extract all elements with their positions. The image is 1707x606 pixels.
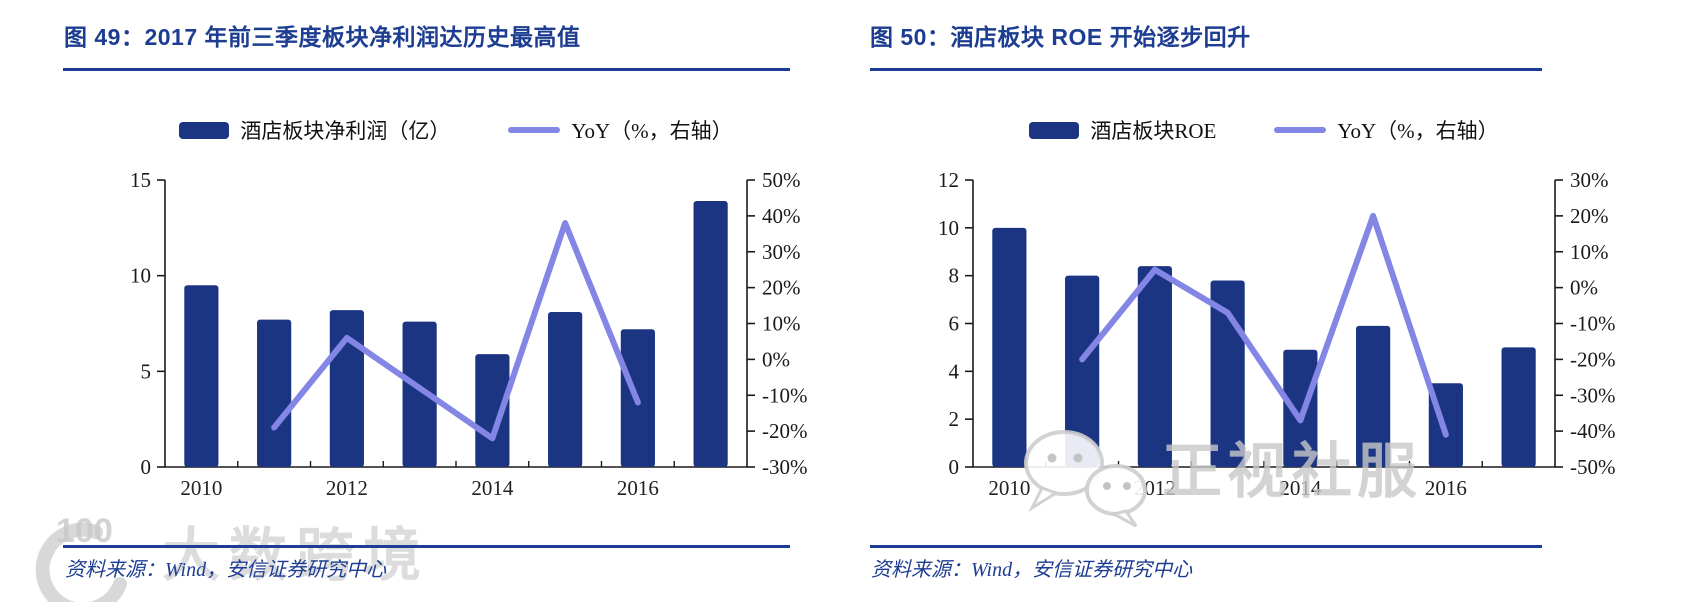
legend-item-line-series: YoY（%，右轴） [1274,115,1499,145]
axis-tick-label: 12 [938,168,959,192]
bar-series-swatch-icon [1029,121,1080,139]
axis-tick-label: 10 [938,216,959,240]
watermark-text: 大数跨境 [162,523,431,588]
figure-49-source-rule [63,545,790,548]
watermark-bottom-left: 100 大数跨境 [0,510,430,602]
axis-tick-label: 2014 [1279,476,1322,500]
figure-49-legend: 酒店板块净利润（亿） YoY（%，右轴） [165,115,747,145]
bar-2014 [475,354,510,467]
legend-item-bar-series: 酒店板块ROE [1029,115,1216,145]
watermark-100-logo-icon: 100 [35,512,127,602]
figure-50-legend: 酒店板块ROE YoY（%，右轴） [973,115,1555,145]
axis-tick-label: 15 [130,168,151,192]
axis-tick-label: -40% [1570,419,1616,443]
yoy-line [1079,212,1449,438]
bar-2012 [1137,266,1172,467]
axis-tick-label: 0% [762,347,790,371]
bar-2015 [548,312,583,467]
axis-tick-label: -20% [762,419,808,443]
figure-49-source: 资料来源：Wind，安信证券研究中心 [65,559,387,581]
bar-2012 [329,310,364,467]
axis-tick-label: 2010 [180,476,222,500]
bar-2017 [693,201,728,467]
axis-tick-label: 2014 [471,476,514,500]
line-series-swatch-icon [1274,127,1327,133]
axis-tick-label: -30% [762,455,808,479]
bar-2013 [402,321,437,467]
figure-49-title-rule [63,68,790,71]
figure-50-source: 资料来源：Wind，安信证券研究中心 [871,559,1193,581]
axis-tick-label: 30% [1570,168,1609,192]
figure-50-chart: 酒店板块ROE YoY（%，右轴） 0 2 4 6 8 10 12 -50% -40% -30% -… [905,95,1695,507]
bar-2015 [1356,325,1391,467]
legend-item-bar-series: 酒店板块净利润（亿） [179,115,450,145]
figure-50-title: 图 50：酒店板块 ROE 开始逐步回升 [870,24,1251,50]
axis-tick-label: 2 [949,407,960,431]
figure-49-canvas: 0 5 10 15 -30% -20% -10% 0% 10% 20% 30% 40% 50% 2010 2… [97,95,887,512]
legend-label: 酒店板块净利润（亿） [240,119,451,143]
bar-2014 [1283,349,1318,467]
bar-2010 [992,227,1027,467]
axis-tick-label: 5 [141,359,152,383]
legend-label: YoY（%，右轴） [571,119,733,143]
axis-tick-label: 0 [141,455,152,479]
axis-tick-label: 20% [762,276,801,300]
figure-49-title: 图 49：2017 年前三季度板块净利润达历史最高值 [64,24,581,50]
axis-tick-label: 0% [1570,276,1598,300]
axis-tick-label: 6 [949,312,960,336]
axis-tick-label: 50% [762,168,801,192]
axis-tick-label: 2012 [326,476,368,500]
legend-item-line-series: YoY（%，右轴） [508,115,733,145]
figure-50-section: 图 50：酒店板块 ROE 开始逐步回升 酒店板块ROE YoY（%，右轴） 0… [868,12,1616,606]
svg-text:100: 100 [56,512,113,550]
figure-50-title-rule [870,68,1542,71]
bar-series-swatch-icon [179,121,230,139]
axis-tick-label: 10% [1570,240,1609,264]
axis-tick-label: -50% [1570,455,1616,479]
axis-tick-label: -30% [1570,383,1616,407]
legend-label: 酒店板块ROE [1090,119,1217,143]
figure-49-plot: 0 5 10 15 -30% -20% -10% 0% 10% 20% 30% 40% 50% 2010 2… [130,168,808,500]
axis-tick-label: 8 [949,264,960,288]
bar-2011 [1065,275,1100,467]
axis-tick-label: -10% [762,383,808,407]
figure-50-canvas: 0 2 4 6 8 10 12 -50% -40% -30% -20% -10% 0% 10% 20% 30%… [905,95,1695,512]
axis-tick-label: 10% [762,312,801,336]
axis-tick-label: 2016 [1425,476,1467,500]
watermark-text: 正视社服 [1162,438,1422,505]
watermark-bottom-right: 正视社服 [1022,428,1422,528]
yoy-line [271,220,641,442]
axis-tick-label: -10% [1570,312,1616,336]
axis-tick-label: 4 [949,359,960,383]
figure-50-source-rule [870,545,1542,548]
axis-tick-label: 40% [762,204,801,228]
bar-2011 [257,319,292,467]
figure-49-chart: 酒店板块净利润（亿） YoY（%，右轴） 0 5 10 15 -30% -20% -10% 0… [97,95,887,507]
axis-tick-label: 10 [130,264,151,288]
axis-tick-label: -20% [1570,347,1616,371]
figure-49-section: 图 49：2017 年前三季度板块净利润达历史最高值 酒店板块净利润（亿） Yo… [62,12,808,606]
wechat-bubbles-icon [1024,430,1147,528]
bar-2010 [184,285,219,467]
axis-tick-label: 20% [1570,204,1609,228]
line-series-swatch-icon [508,127,561,133]
figure-50-plot: 0 2 4 6 8 10 12 -50% -40% -30% -20% -10% 0% 10% 20% 30%… [938,168,1616,500]
bar-2017 [1501,347,1536,467]
axis-tick-label: 0 [949,455,960,479]
axis-tick-label: 2010 [988,476,1030,500]
axis-tick-label: 30% [762,240,801,264]
axis-tick-label: 2016 [617,476,659,500]
legend-label: YoY（%，右轴） [1337,119,1499,143]
